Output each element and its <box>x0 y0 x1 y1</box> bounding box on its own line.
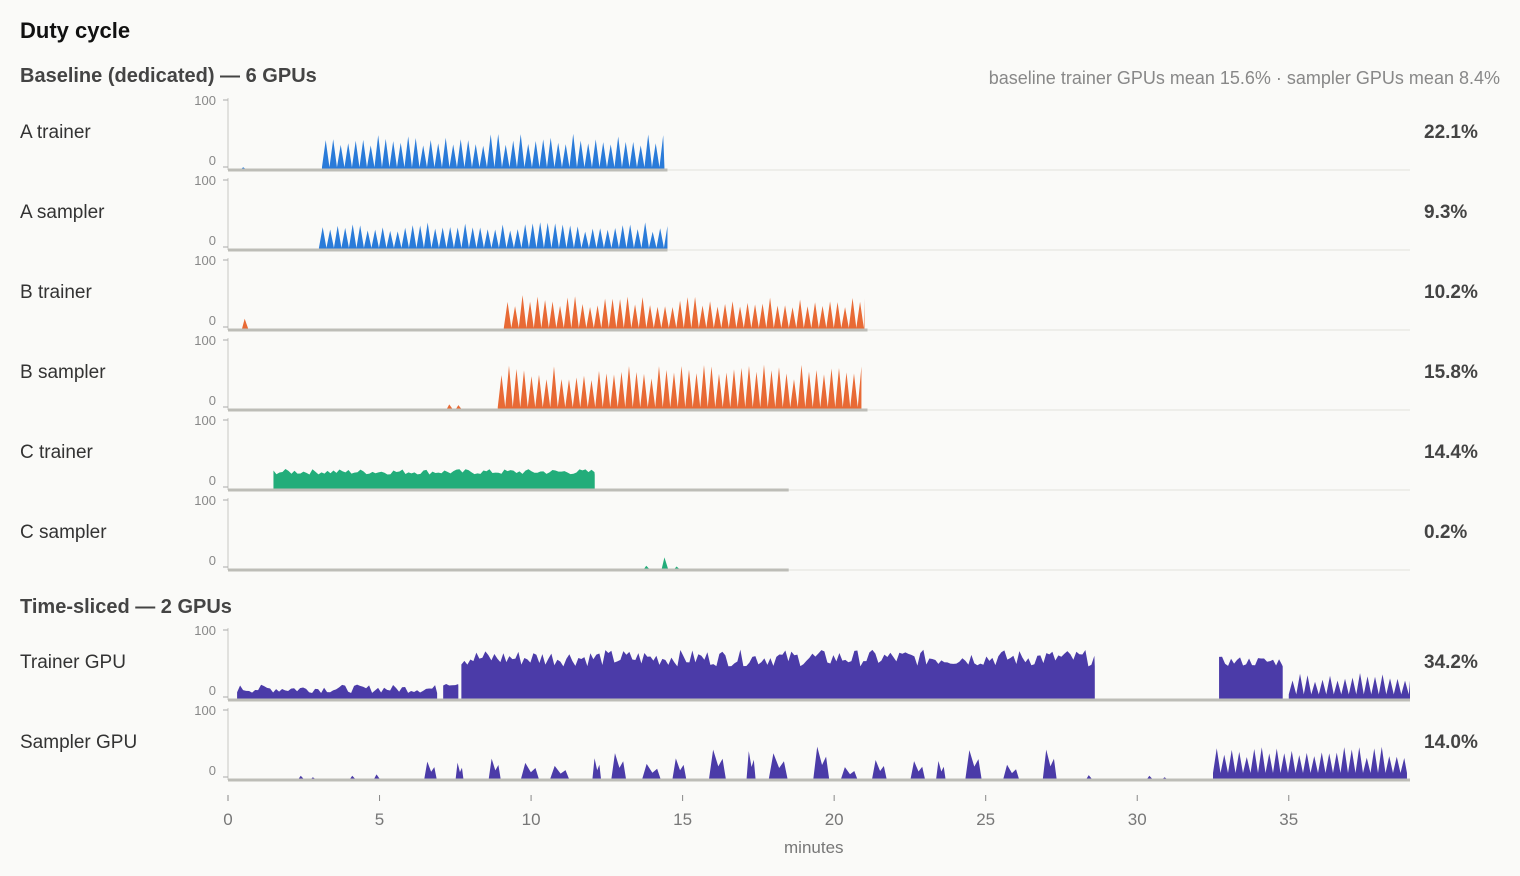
area-segment-a-trainer-0 <box>321 133 665 170</box>
x-axis-title: minutes <box>784 838 844 857</box>
x-tick-label-20: 20 <box>825 810 844 829</box>
y-tick-label-0-trainer-gpu: 0 <box>209 683 216 698</box>
area-segment-b-sampler-0 <box>497 364 862 410</box>
row-value-b-sampler: 15.8% <box>1424 362 1478 383</box>
x-tick-label-10: 10 <box>522 810 541 829</box>
row-label-b-trainer: B trainer <box>20 282 92 303</box>
row-label-a-trainer: A trainer <box>20 122 91 143</box>
area-segment-trainer-gpu-4 <box>1288 672 1410 700</box>
x-tick-label-15: 15 <box>673 810 692 829</box>
x-tick-label-0: 0 <box>223 810 232 829</box>
y-tick-label-100-b-trainer: 100 <box>194 253 216 268</box>
area-segment-b-trainer-0 <box>503 295 865 330</box>
x-tick-label-30: 30 <box>1128 810 1147 829</box>
y-tick-label-0-a-sampler: 0 <box>209 233 216 248</box>
section-title-time-sliced: Time-sliced — 2 GPUs <box>20 596 232 618</box>
row-value-c-sampler: 0.2% <box>1424 522 1468 543</box>
y-tick-label-0-c-trainer: 0 <box>209 473 216 488</box>
row-label-c-sampler: C sampler <box>20 522 107 543</box>
y-tick-label-100-sampler-gpu: 100 <box>194 703 216 718</box>
row-value-trainer-gpu: 34.2% <box>1424 652 1478 673</box>
y-tick-label-0-b-sampler: 0 <box>209 393 216 408</box>
row-label-c-trainer: C trainer <box>20 442 93 463</box>
area-segment-trainer-gpu-0 <box>237 684 438 700</box>
y-tick-label-100-c-sampler: 100 <box>194 493 216 508</box>
area-segment-sampler-gpu-1 <box>1213 746 1407 780</box>
area-segment-trainer-gpu-3 <box>1219 656 1283 700</box>
x-tick-label-25: 25 <box>976 810 995 829</box>
row-value-a-trainer: 22.1% <box>1424 122 1478 143</box>
page-title: Duty cycle <box>20 18 131 43</box>
y-tick-label-100-a-sampler: 100 <box>194 173 216 188</box>
area-segment-trainer-gpu-1 <box>443 684 459 700</box>
x-tick-label-35: 35 <box>1279 810 1298 829</box>
row-label-sampler-gpu: Sampler GPU <box>20 732 138 753</box>
row-value-a-sampler: 9.3% <box>1424 202 1468 223</box>
idle-blip-b-trainer-0 <box>241 318 249 330</box>
row-value-c-trainer: 14.4% <box>1424 442 1478 463</box>
y-tick-label-0-b-trainer: 0 <box>209 313 216 328</box>
row-value-sampler-gpu: 14.0% <box>1424 732 1478 753</box>
row-value-b-trainer: 10.2% <box>1424 282 1478 303</box>
y-tick-label-0-sampler-gpu: 0 <box>209 763 216 778</box>
y-tick-label-0-a-trainer: 0 <box>209 153 216 168</box>
section-title-baseline: Baseline (dedicated) — 6 GPUs <box>20 65 317 87</box>
row-label-a-sampler: A sampler <box>20 202 105 223</box>
area-segment-a-sampler-0 <box>318 222 668 250</box>
x-tick-label-5: 5 <box>375 810 384 829</box>
y-tick-label-100-c-trainer: 100 <box>194 413 216 428</box>
area-segment-trainer-gpu-2 <box>461 649 1095 700</box>
row-label-trainer-gpu: Trainer GPU <box>20 652 126 673</box>
area-segment-c-trainer-0 <box>273 469 595 490</box>
y-tick-label-100-a-trainer: 100 <box>194 93 216 108</box>
y-tick-label-100-trainer-gpu: 100 <box>194 623 216 638</box>
idle-blip-c-sampler-1 <box>661 557 669 570</box>
y-tick-label-100-b-sampler: 100 <box>194 333 216 348</box>
area-segment-sampler-gpu-0 <box>412 746 1086 780</box>
y-tick-label-0-c-sampler: 0 <box>209 553 216 568</box>
row-label-b-sampler: B sampler <box>20 362 106 383</box>
section-note-baseline: baseline trainer GPUs mean 15.6% · sampl… <box>988 68 1500 88</box>
